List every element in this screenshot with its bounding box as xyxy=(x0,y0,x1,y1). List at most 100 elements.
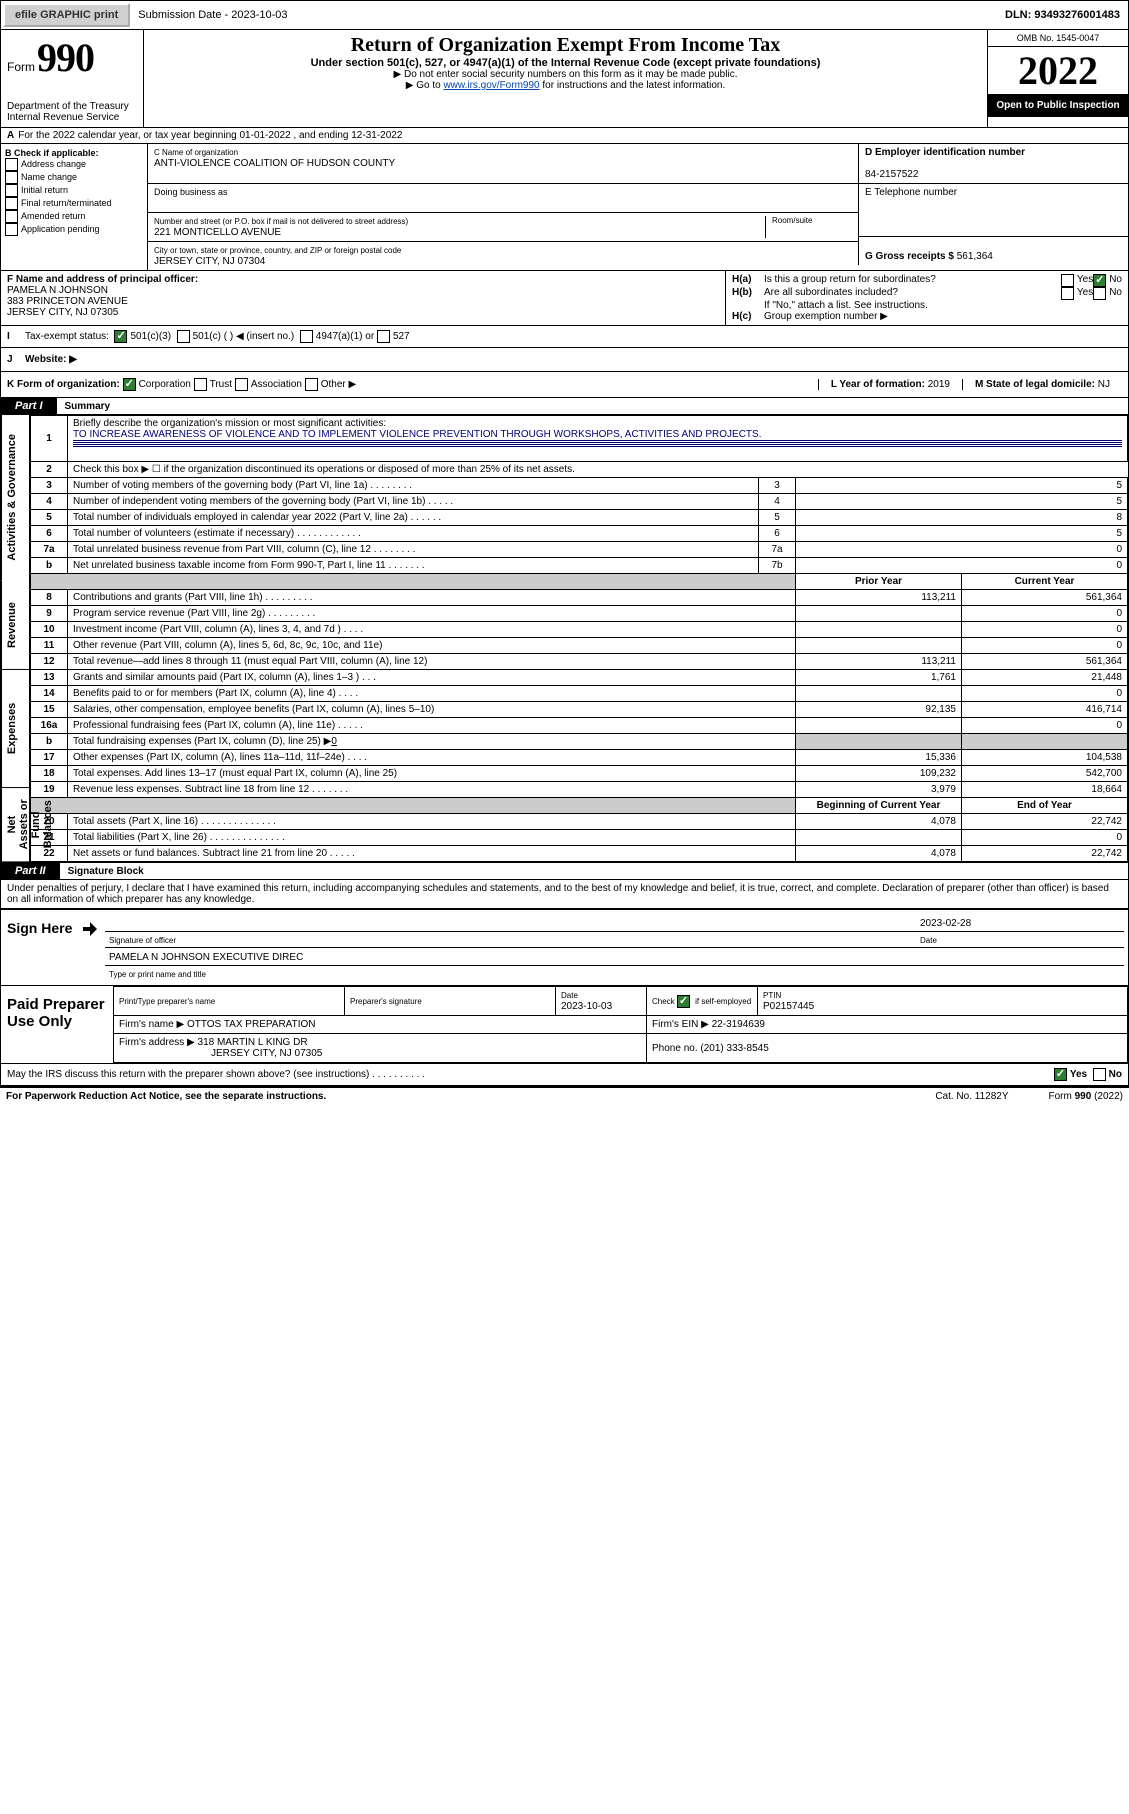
tax-exempt-label: Tax-exempt status: xyxy=(25,331,109,342)
self-employed-checkbox[interactable] xyxy=(677,995,690,1008)
ptin-lbl: PTIN xyxy=(763,991,781,1000)
line9-curr: 0 xyxy=(962,606,1128,622)
line2: Check this box ▶ ☐ if the organization d… xyxy=(68,462,1128,478)
form-subtitle: Under section 501(c), 527, or 4947(a)(1)… xyxy=(152,57,979,69)
line3-val: 5 xyxy=(796,478,1128,494)
final-return-checkbox[interactable] xyxy=(5,197,18,210)
hb-yes[interactable] xyxy=(1061,287,1074,300)
line11-text: Other revenue (Part VIII, column (A), li… xyxy=(68,638,796,654)
mission-q: Briefly describe the organization's miss… xyxy=(73,418,386,429)
form-header: Form990 Department of the Treasury Inter… xyxy=(0,30,1129,128)
line20-curr: 22,742 xyxy=(962,814,1128,830)
mission-text: TO INCREASE AWARENESS OF VIOLENCE AND TO… xyxy=(73,429,1122,441)
line6-text: Total number of volunteers (estimate if … xyxy=(68,526,759,542)
other-checkbox[interactable] xyxy=(305,378,318,391)
line15-prior: 92,135 xyxy=(796,702,962,718)
line17-prior: 15,336 xyxy=(796,750,962,766)
line15-curr: 416,714 xyxy=(962,702,1128,718)
year-formation: 2019 xyxy=(928,379,950,390)
line5-box: 5 xyxy=(759,510,796,526)
501c3-checkbox[interactable] xyxy=(114,330,127,343)
telephone-label: E Telephone number xyxy=(865,187,957,198)
line8-prior: 113,211 xyxy=(796,590,962,606)
4947-checkbox[interactable] xyxy=(300,330,313,343)
initial-return-checkbox[interactable] xyxy=(5,184,18,197)
dept-treasury: Department of the Treasury xyxy=(7,101,137,112)
527-checkbox[interactable] xyxy=(377,330,390,343)
cb-init: Initial return xyxy=(21,185,68,195)
line7a-val: 0 xyxy=(796,542,1128,558)
no-lbl: No xyxy=(1109,274,1122,287)
cb-name: Name change xyxy=(21,172,77,182)
sign-arrow-icon xyxy=(83,922,97,972)
prep-date-val: 2023-10-03 xyxy=(561,1001,612,1012)
line7b-box: 7b xyxy=(759,558,796,574)
ein-value: 84-2157522 xyxy=(865,169,918,180)
form-org-label: K Form of organization: xyxy=(7,379,120,390)
cb-app: Application pending xyxy=(21,224,100,234)
firm-name-lbl: Firm's name ▶ xyxy=(119,1019,184,1030)
vtab-revenue: Revenue xyxy=(1,581,29,670)
line-a: For the 2022 calendar year, or tax year … xyxy=(18,130,402,141)
goto-suffix: for instructions and the latest informat… xyxy=(540,80,726,91)
omb-number: OMB No. 1545-0047 xyxy=(988,30,1128,47)
ha-yes[interactable] xyxy=(1061,274,1074,287)
assoc-checkbox[interactable] xyxy=(235,378,248,391)
part2-title: Signature Block xyxy=(60,864,152,879)
line12-text: Total revenue—add lines 8 through 11 (mu… xyxy=(68,654,796,670)
part2-badge: Part II xyxy=(1,863,60,879)
527-lbl: 527 xyxy=(393,331,410,342)
line18-prior: 109,232 xyxy=(796,766,962,782)
submission-date: Submission Date - 2023-10-03 xyxy=(132,1,293,29)
firm-addr-lbl: Firm's address ▶ xyxy=(119,1037,195,1048)
line6-box: 6 xyxy=(759,526,796,542)
city-label: City or town, state or province, country… xyxy=(154,246,401,255)
hb-no[interactable] xyxy=(1093,287,1106,300)
line4-text: Number of independent voting members of … xyxy=(68,494,759,510)
firm-ein-val: 22-3194639 xyxy=(712,1019,765,1030)
phone-lbl: Phone no. xyxy=(652,1043,698,1054)
amended-return-checkbox[interactable] xyxy=(5,210,18,223)
ha-no[interactable] xyxy=(1093,274,1106,287)
domicile: NJ xyxy=(1098,379,1110,390)
line5-text: Total number of individuals employed in … xyxy=(68,510,759,526)
line16b-text: Total fundraising expenses (Part IX, col… xyxy=(73,736,331,747)
line8-text: Contributions and grants (Part VIII, lin… xyxy=(68,590,796,606)
sign-officer-label: Signature of officer xyxy=(109,936,920,945)
trust-checkbox[interactable] xyxy=(194,378,207,391)
subord-q: Are all subordinates included? xyxy=(764,287,1061,300)
line9-text: Program service revenue (Part VIII, line… xyxy=(68,606,796,622)
discuss-yes-checkbox[interactable] xyxy=(1054,1068,1067,1081)
efile-print-button[interactable]: efile GRAPHIC print xyxy=(3,3,130,27)
summary-table: 1Briefly describe the organization's mis… xyxy=(30,415,1128,862)
line15-text: Salaries, other compensation, employee b… xyxy=(68,702,796,718)
501c-checkbox[interactable] xyxy=(177,330,190,343)
corp-checkbox[interactable] xyxy=(123,378,136,391)
app-pending-checkbox[interactable] xyxy=(5,223,18,236)
line12-curr: 561,364 xyxy=(962,654,1128,670)
ein-label: D Employer identification number xyxy=(865,147,1025,158)
line16a-prior xyxy=(796,718,962,734)
discuss-no-checkbox[interactable] xyxy=(1093,1068,1106,1081)
line19-text: Revenue less expenses. Subtract line 18 … xyxy=(68,782,796,798)
prep-date-lbl: Date xyxy=(561,991,578,1000)
line20-prior: 4,078 xyxy=(796,814,962,830)
line18-curr: 542,700 xyxy=(962,766,1128,782)
line18-text: Total expenses. Add lines 13–17 (must eq… xyxy=(68,766,796,782)
line13-curr: 21,448 xyxy=(962,670,1128,686)
cb-addr: Address change xyxy=(21,159,86,169)
line7a-text: Total unrelated business revenue from Pa… xyxy=(68,542,759,558)
501c3-lbl: 501(c)(3) xyxy=(130,331,171,342)
dln: DLN: 93493276001483 xyxy=(997,1,1128,29)
address-change-checkbox[interactable] xyxy=(5,158,18,171)
form990-link[interactable]: www.irs.gov/Form990 xyxy=(443,80,539,91)
name-change-checkbox[interactable] xyxy=(5,171,18,184)
dba-label: Doing business as xyxy=(154,187,228,197)
vtab-expenses: Expenses xyxy=(1,670,29,788)
line17-text: Other expenses (Part IX, column (A), lin… xyxy=(68,750,796,766)
cb-final: Final return/terminated xyxy=(21,198,112,208)
corp-lbl: Corporation xyxy=(139,379,191,390)
line8-curr: 561,364 xyxy=(962,590,1128,606)
penalty-statement: Under penalties of perjury, I declare th… xyxy=(0,880,1129,908)
line14-curr: 0 xyxy=(962,686,1128,702)
